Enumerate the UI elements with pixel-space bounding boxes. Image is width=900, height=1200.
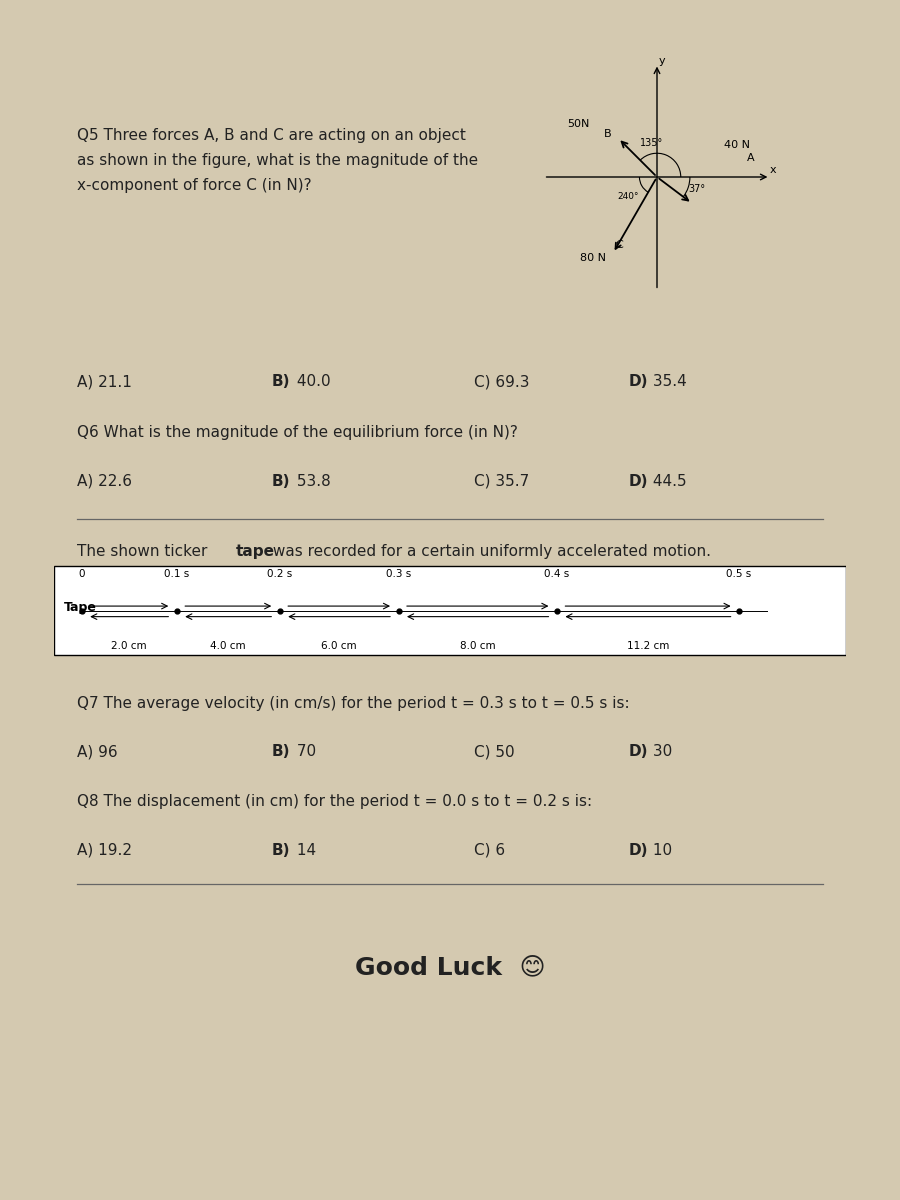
- Text: A) 22.6: A) 22.6: [77, 474, 132, 488]
- Text: 37°: 37°: [688, 184, 706, 193]
- Text: 0.4 s: 0.4 s: [544, 569, 570, 580]
- Text: 2.0 cm: 2.0 cm: [112, 641, 147, 650]
- Text: 11.2 cm: 11.2 cm: [626, 641, 670, 650]
- Text: 0.5 s: 0.5 s: [726, 569, 752, 580]
- Text: 240°: 240°: [617, 192, 638, 200]
- Text: 0: 0: [78, 569, 85, 580]
- Text: tape: tape: [236, 544, 274, 558]
- Text: A: A: [747, 152, 754, 163]
- Text: C) 35.7: C) 35.7: [474, 474, 529, 488]
- Text: 0.1 s: 0.1 s: [164, 569, 189, 580]
- Text: 80 N: 80 N: [580, 253, 606, 263]
- Text: as shown in the figure, what is the magnitude of the: as shown in the figure, what is the magn…: [77, 154, 479, 168]
- Text: 44.5: 44.5: [648, 474, 687, 488]
- Text: B): B): [272, 842, 291, 858]
- Text: C) 50: C) 50: [474, 744, 515, 760]
- Text: D): D): [628, 374, 648, 389]
- Text: C) 6: C) 6: [474, 842, 506, 858]
- Text: was recorded for a certain uniformly accelerated motion.: was recorded for a certain uniformly acc…: [268, 544, 711, 558]
- Text: B): B): [272, 744, 291, 760]
- Text: C: C: [615, 240, 623, 250]
- Text: 30: 30: [648, 744, 672, 760]
- Text: D): D): [628, 842, 648, 858]
- Text: A) 21.1: A) 21.1: [77, 374, 132, 389]
- Text: D): D): [628, 474, 648, 488]
- Text: 135°: 135°: [640, 138, 662, 149]
- Text: B): B): [272, 474, 291, 488]
- Text: 70: 70: [292, 744, 316, 760]
- Text: A) 19.2: A) 19.2: [77, 842, 132, 858]
- Text: 40.0: 40.0: [292, 374, 330, 389]
- Text: C) 69.3: C) 69.3: [474, 374, 530, 389]
- Text: A) 96: A) 96: [77, 744, 118, 760]
- Text: 0.2 s: 0.2 s: [267, 569, 293, 580]
- Text: 14: 14: [292, 842, 316, 858]
- Text: Good Luck  😊: Good Luck 😊: [355, 955, 545, 979]
- Text: 35.4: 35.4: [648, 374, 688, 389]
- Text: Q7 The average velocity (in cm/s) for the period t = 0.3 s to t = 0.5 s is:: Q7 The average velocity (in cm/s) for th…: [77, 696, 630, 710]
- Text: 6.0 cm: 6.0 cm: [321, 641, 357, 650]
- Text: x-component of force C (in N)?: x-component of force C (in N)?: [77, 178, 312, 193]
- Text: 40 N: 40 N: [724, 139, 751, 150]
- Text: 53.8: 53.8: [292, 474, 331, 488]
- Text: B: B: [604, 128, 611, 139]
- Text: Tape: Tape: [64, 601, 96, 614]
- Text: B): B): [272, 374, 291, 389]
- Text: The shown ticker: The shown ticker: [77, 544, 212, 558]
- Text: Q6 What is the magnitude of the equilibrium force (in N)?: Q6 What is the magnitude of the equilibr…: [77, 425, 518, 440]
- Text: y: y: [659, 55, 665, 66]
- Text: Q5 Three forces A, B and C are acting on an object: Q5 Three forces A, B and C are acting on…: [77, 128, 466, 144]
- Text: 10: 10: [648, 842, 672, 858]
- Text: x: x: [770, 164, 776, 175]
- Text: 8.0 cm: 8.0 cm: [460, 641, 496, 650]
- Text: 4.0 cm: 4.0 cm: [211, 641, 246, 650]
- Text: Q8 The displacement (in cm) for the period t = 0.0 s to t = 0.2 s is:: Q8 The displacement (in cm) for the peri…: [77, 794, 592, 809]
- Text: 50N: 50N: [567, 119, 590, 130]
- Text: 0.3 s: 0.3 s: [386, 569, 411, 580]
- Bar: [54, 565, 846, 655]
- Text: D): D): [628, 744, 648, 760]
